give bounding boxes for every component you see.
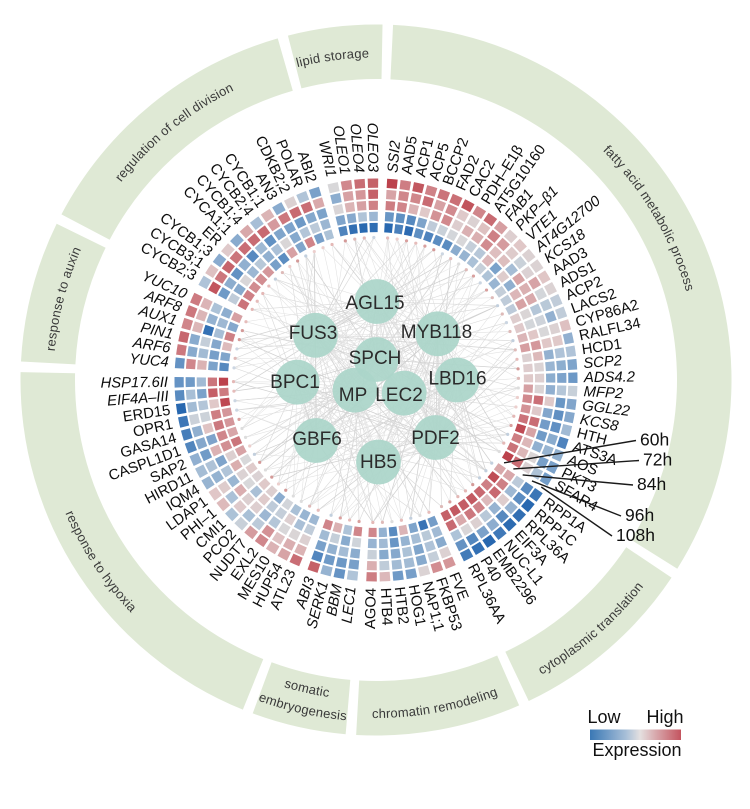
svg-text:High: High (646, 707, 683, 727)
svg-text:FUS3: FUS3 (289, 323, 338, 344)
svg-text:LBD16: LBD16 (428, 369, 486, 390)
svg-text:MYB118: MYB118 (401, 322, 472, 343)
svg-text:MP: MP (339, 385, 368, 406)
svg-text:WRI1: WRI1 (315, 139, 339, 179)
svg-text:84h: 84h (637, 474, 666, 494)
svg-text:YUC4: YUC4 (129, 351, 170, 370)
svg-text:PDF2: PDF2 (411, 428, 460, 449)
svg-text:MFP2: MFP2 (583, 384, 624, 402)
svg-text:LEC1: LEC1 (339, 586, 359, 625)
svg-text:72h: 72h (643, 450, 672, 470)
svg-text:Expression: Expression (592, 740, 681, 760)
svg-text:OLEO3: OLEO3 (364, 123, 381, 173)
svg-text:HTH: HTH (575, 426, 608, 449)
svg-text:96h: 96h (625, 505, 654, 525)
svg-text:OLEO1: OLEO1 (329, 124, 352, 175)
svg-text:GGL22: GGL22 (581, 398, 631, 420)
svg-text:HTB2: HTB2 (391, 586, 411, 625)
svg-text:PIN1: PIN1 (139, 320, 175, 343)
svg-text:SCP2: SCP2 (583, 353, 624, 372)
svg-text:ARF6: ARF6 (131, 335, 173, 357)
svg-text:ERD15: ERD15 (122, 403, 172, 426)
svg-text:HTB4: HTB4 (377, 587, 395, 626)
svg-text:AAD5: AAD5 (399, 135, 421, 176)
svg-text:ADS4.2: ADS4.2 (583, 370, 636, 387)
svg-text:HOG1: HOG1 (405, 583, 428, 627)
svg-text:OLEO4: OLEO4 (346, 123, 366, 174)
svg-text:HSP17.6II: HSP17.6II (100, 375, 168, 392)
svg-text:108h: 108h (616, 525, 655, 545)
svg-text:BBM: BBM (324, 582, 346, 617)
svg-text:HCD1: HCD1 (581, 337, 623, 359)
svg-text:AGO4: AGO4 (363, 588, 380, 629)
svg-text:EIF4A–III: EIF4A–III (107, 389, 170, 410)
svg-text:GBF6: GBF6 (292, 429, 342, 450)
svg-text:LEC2: LEC2 (375, 385, 423, 406)
svg-text:60h: 60h (640, 430, 669, 450)
svg-text:BPC1: BPC1 (270, 372, 320, 393)
svg-text:Low: Low (587, 707, 621, 727)
svg-text:KCS8: KCS8 (579, 412, 621, 435)
svg-text:SSI2: SSI2 (385, 139, 404, 173)
svg-text:SPCH: SPCH (349, 348, 402, 369)
svg-text:HB5: HB5 (360, 452, 397, 473)
svg-text:AGL15: AGL15 (345, 293, 404, 314)
